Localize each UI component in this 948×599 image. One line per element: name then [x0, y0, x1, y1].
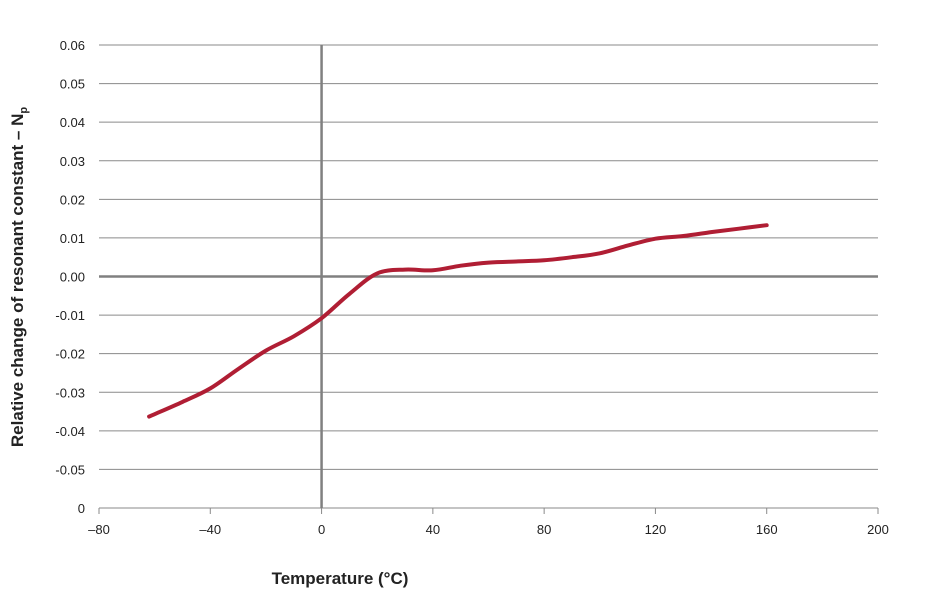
- x-axis-title: Temperature (°C): [272, 569, 409, 588]
- x-tick-labels: –80 –40 0 40 80 120 160 200: [88, 522, 889, 537]
- x-tick-label: 160: [756, 522, 778, 537]
- y-tick-labels: 0.06 0.05 0.04 0.03 0.02 0.01 0.00 -0.01 -0.02 -0…: [55, 38, 85, 516]
- y-tick-label: -0.02: [55, 347, 85, 362]
- axes: [98, 45, 879, 514]
- y-tick-label: -0.05: [55, 462, 85, 477]
- y-tick-label: 0.01: [60, 231, 85, 246]
- y-tick-label: -0.03: [55, 385, 85, 400]
- y-tick-label: 0.04: [60, 115, 85, 130]
- x-tick-label: 0: [318, 522, 325, 537]
- gridlines: [99, 44, 878, 509]
- x-tick-label: 40: [426, 522, 440, 537]
- x-tick-label: 80: [537, 522, 551, 537]
- y-tick-label: 0.03: [60, 154, 85, 169]
- y-axis-title-main: Relative change of resonant constant – N: [8, 114, 27, 447]
- y-tick-label: 0.02: [60, 192, 85, 207]
- y-tick-label: 0: [78, 501, 85, 516]
- y-axis-title: Relative change of resonant constant – N…: [8, 107, 30, 447]
- y-tick-label: 0.05: [60, 77, 85, 92]
- series-line: [147, 223, 769, 419]
- x-tick-label: 120: [645, 522, 667, 537]
- series: [147, 223, 769, 419]
- y-axis-title-subscript: p: [18, 107, 30, 114]
- y-tick-label: -0.04: [55, 424, 85, 439]
- y-tick-label: 0.00: [60, 270, 85, 285]
- y-tick-label: -0.01: [55, 308, 85, 323]
- x-tick-label: 200: [867, 522, 889, 537]
- x-tick-label: –40: [199, 522, 221, 537]
- x-tick-label: –80: [88, 522, 110, 537]
- y-tick-label: 0.06: [60, 38, 85, 53]
